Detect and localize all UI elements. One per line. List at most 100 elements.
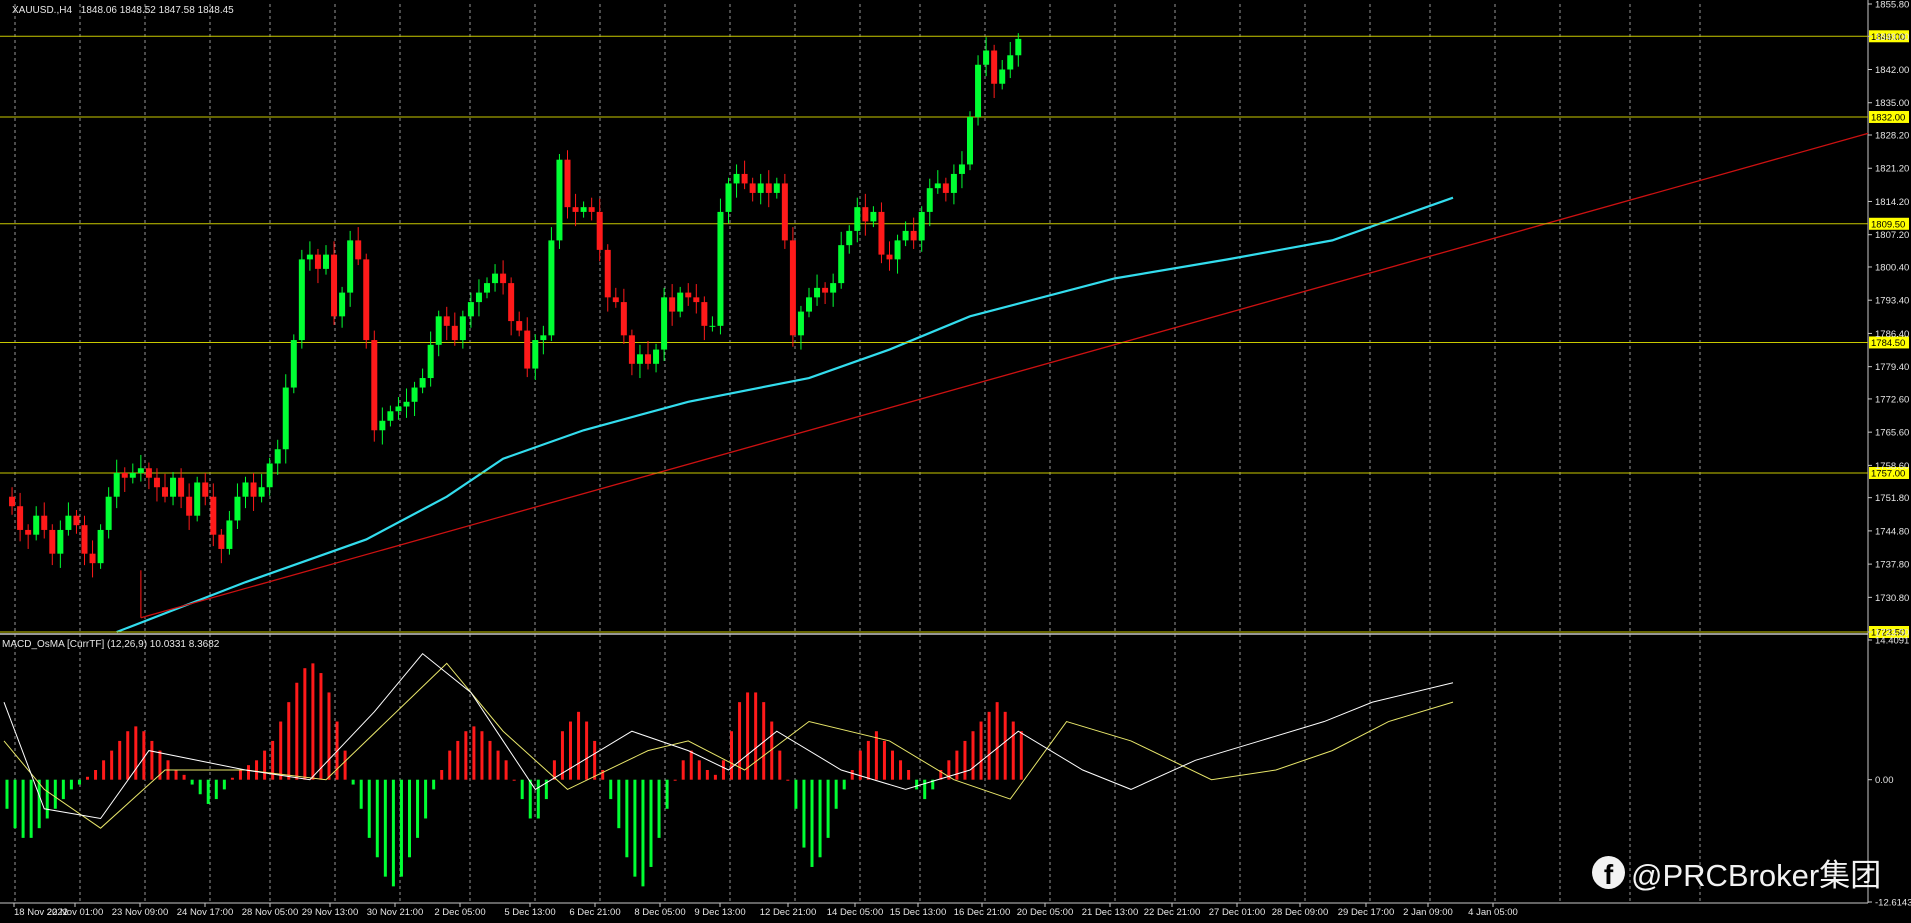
macd-histogram-bar — [118, 740, 122, 780]
time-label: 22 Nov 01:00 — [47, 907, 104, 918]
macd-histogram-bar — [762, 702, 766, 780]
macd-histogram-bar — [907, 770, 911, 780]
candle-body — [347, 240, 354, 293]
candle-body — [540, 335, 547, 341]
candle-body — [725, 183, 732, 212]
time-label: 29 Dec 17:00 — [1338, 907, 1395, 918]
candle-body — [661, 297, 668, 350]
candle-body — [194, 482, 201, 516]
macd-histogram-bar — [174, 770, 178, 780]
macd-histogram-bar — [287, 702, 291, 780]
macd-histogram-bar — [327, 692, 331, 780]
macd-histogram-bar — [279, 721, 283, 780]
macd-histogram-bar — [29, 779, 33, 838]
macd-histogram-bar — [359, 779, 363, 809]
macd-histogram-bar — [263, 750, 267, 780]
candle-body — [17, 506, 24, 530]
facebook-icon: f — [1592, 856, 1625, 889]
candle-body — [967, 116, 973, 165]
time-label: 20 Dec 05:00 — [1017, 907, 1074, 918]
macd-histogram-bar — [1003, 711, 1007, 780]
macd-tick-label: -12.6143 — [1875, 898, 1911, 909]
candle-body — [49, 529, 56, 554]
macd-histogram-bar — [37, 779, 41, 829]
macd-histogram-bar — [45, 779, 49, 819]
time-label: 23 Nov 09:00 — [112, 907, 169, 918]
price-tick-label: 1842.00 — [1875, 65, 1909, 76]
candle-body — [387, 411, 394, 421]
macd-histogram-bar — [971, 731, 975, 780]
macd-histogram-bar — [271, 740, 275, 780]
macd-histogram-bar — [214, 779, 218, 800]
candle-body — [806, 297, 812, 312]
macd-histogram-bar — [850, 770, 854, 780]
candle-body — [556, 159, 563, 241]
macd-histogram-bar — [810, 779, 814, 867]
macd-histogram-bar — [343, 750, 347, 780]
macd-histogram-bar — [1019, 731, 1023, 780]
time-label: 14 Dec 05:00 — [827, 907, 884, 918]
macd-main-line — [3, 652, 1454, 820]
level-tag-label: 1809.50 — [1871, 219, 1905, 230]
macd-histogram-bar — [440, 770, 444, 780]
candle-body — [250, 482, 257, 497]
macd-histogram-bar — [689, 750, 693, 780]
candle-body — [234, 496, 241, 521]
candle-body — [588, 207, 595, 212]
time-label: 24 Nov 17:00 — [177, 907, 234, 918]
candle-body — [854, 207, 861, 231]
macd-histogram-bar — [536, 779, 540, 819]
price-tick-label: 1744.80 — [1875, 526, 1909, 537]
macd-histogram-bar — [53, 779, 57, 809]
candle-body — [999, 69, 1006, 84]
price-tick-label: 1807.20 — [1875, 230, 1909, 241]
candle-body — [983, 50, 990, 65]
candle-body — [258, 487, 265, 497]
candle-body — [89, 553, 96, 564]
time-label: 27 Dec 01:00 — [1209, 907, 1266, 918]
time-label: 18 Nov 2022 — [14, 907, 68, 918]
candle-body — [484, 283, 490, 293]
macd-histogram-bar — [786, 779, 790, 781]
candle-body — [113, 472, 120, 497]
candle-body — [331, 254, 338, 317]
price-tick-label: 1751.80 — [1875, 493, 1909, 504]
macd-histogram-bar — [367, 779, 371, 838]
moving-average — [116, 196, 1454, 634]
candle-body — [604, 249, 611, 298]
candle-body — [178, 477, 185, 497]
candle-body — [1007, 55, 1014, 70]
candle-body — [532, 340, 539, 369]
macd-tick-label: 14.4091 — [1875, 636, 1909, 647]
macd-histogram-bar — [979, 721, 983, 780]
macd-histogram-bar — [150, 740, 154, 780]
candle-body — [757, 183, 764, 193]
macd-histogram-bar — [472, 726, 476, 780]
candle-body — [371, 340, 378, 431]
macd-histogram-bar — [391, 779, 395, 887]
candle-body — [459, 316, 466, 341]
candle-body — [492, 273, 499, 284]
macd-histogram-bar — [657, 779, 661, 838]
level-tag — [1869, 466, 1909, 479]
macd-histogram-bar — [416, 779, 420, 838]
macd-histogram-bar — [5, 779, 9, 809]
macd-histogram-bar — [681, 760, 685, 780]
candle-body — [950, 173, 957, 193]
candle-body — [580, 207, 587, 212]
horizontal-levels: 1849.00 1832.00 1809.50 1784.50 1757.00 1723.… — [0, 30, 1909, 639]
macd-histogram-bar — [858, 750, 862, 780]
macd-histogram-bar — [424, 779, 428, 819]
candle-body — [411, 387, 418, 402]
macd-histogram-bar — [552, 760, 556, 780]
candle-body — [822, 287, 829, 293]
macd-pane — [3, 652, 1454, 887]
candle-body — [226, 520, 233, 549]
symbol-name: XAUUSD.,H4 — [12, 5, 72, 16]
candle-body — [97, 529, 104, 564]
candle-body — [162, 487, 168, 497]
candle-body — [395, 406, 402, 412]
macd-histogram-bar — [730, 731, 733, 780]
macd-histogram-bar — [512, 779, 516, 781]
